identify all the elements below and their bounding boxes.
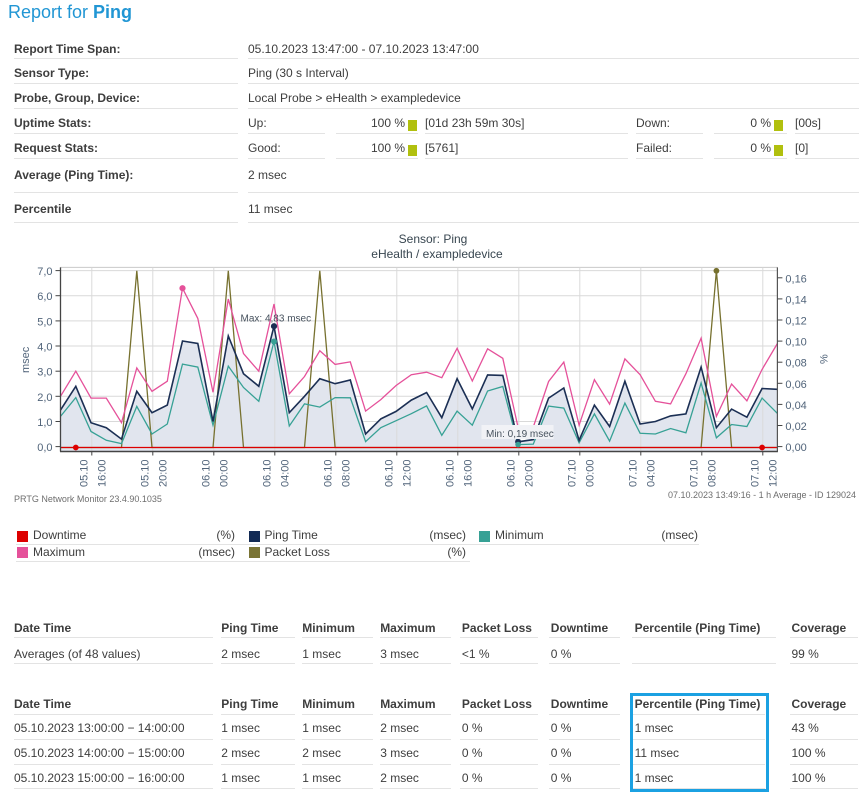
svg-text:12:00: 12:00: [401, 459, 413, 487]
svg-text:7,0: 7,0: [37, 266, 52, 278]
svg-text:0,16: 0,16: [785, 273, 806, 285]
svg-text:08:00: 08:00: [340, 459, 352, 487]
svg-text:16:00: 16:00: [462, 459, 474, 487]
svg-text:00:00: 00:00: [584, 459, 596, 487]
svg-text:04:00: 04:00: [645, 459, 657, 487]
svg-text:16:00: 16:00: [96, 459, 108, 487]
svg-text:06.10: 06.10: [383, 459, 395, 487]
svg-text:05.10: 05.10: [139, 459, 151, 487]
svg-text:06.10: 06.10: [200, 459, 212, 487]
svg-text:6,0: 6,0: [37, 291, 52, 303]
svg-text:0,04: 0,04: [785, 400, 806, 412]
svg-text:08:00: 08:00: [706, 459, 718, 487]
svg-text:0,00: 0,00: [785, 442, 806, 454]
svg-text:06.10: 06.10: [505, 459, 517, 487]
svg-text:0,14: 0,14: [785, 294, 806, 306]
svg-text:07.10: 07.10: [688, 459, 700, 487]
svg-text:Min: 0,19 msec: Min: 0,19 msec: [486, 429, 554, 440]
svg-text:12:00: 12:00: [767, 459, 779, 487]
svg-text:4,0: 4,0: [37, 342, 52, 354]
svg-text:0,12: 0,12: [785, 316, 806, 328]
svg-text:1,0: 1,0: [37, 417, 52, 429]
svg-text:msec: msec: [20, 346, 32, 373]
svg-text:0,0: 0,0: [37, 442, 52, 454]
svg-text:05.10: 05.10: [78, 459, 90, 487]
svg-text:5,0: 5,0: [37, 316, 52, 328]
svg-text:06.10: 06.10: [261, 459, 273, 487]
svg-text:06.10: 06.10: [444, 459, 456, 487]
svg-text:%: %: [819, 354, 831, 364]
svg-text:20:00: 20:00: [157, 459, 169, 487]
svg-text:06.10: 06.10: [322, 459, 334, 487]
svg-text:20:00: 20:00: [523, 459, 535, 487]
svg-text:04:00: 04:00: [279, 459, 291, 487]
svg-text:07.10: 07.10: [566, 459, 578, 487]
svg-text:00:00: 00:00: [218, 459, 230, 487]
svg-text:3,0: 3,0: [37, 367, 52, 379]
svg-text:0,02: 0,02: [785, 421, 806, 433]
svg-text:0,06: 0,06: [785, 379, 806, 391]
svg-text:0,10: 0,10: [785, 337, 806, 349]
svg-text:07.10: 07.10: [749, 459, 761, 487]
svg-text:Sensor: Ping: Sensor: Ping: [399, 232, 468, 246]
svg-text:eHealth / exampledevice: eHealth / exampledevice: [371, 247, 503, 261]
svg-text:2,0: 2,0: [37, 392, 52, 404]
svg-text:Max: 4,83 msec: Max: 4,83 msec: [241, 313, 312, 324]
svg-text:07.10: 07.10: [627, 459, 639, 487]
svg-text:0,08: 0,08: [785, 358, 806, 370]
